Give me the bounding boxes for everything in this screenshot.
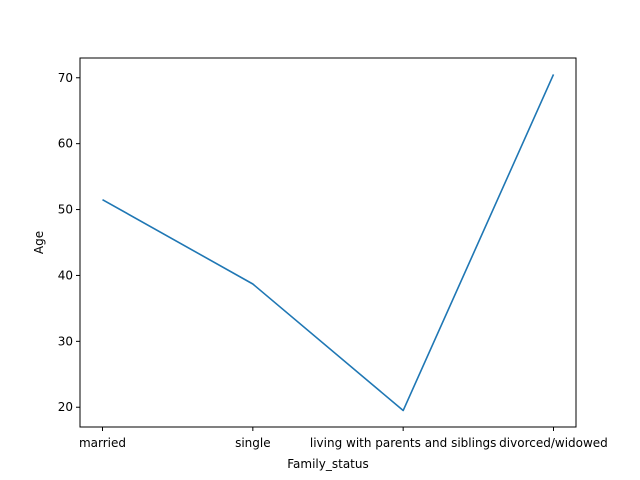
y-tick-label: 30	[58, 334, 73, 348]
x-tick-label: single	[235, 436, 271, 450]
y-tick-label: 60	[58, 137, 73, 151]
y-axis-label: Age	[32, 231, 46, 254]
x-tick-label: living with parents and siblings	[310, 436, 497, 450]
x-tick-label: married	[79, 436, 126, 450]
y-tick-label: 40	[58, 268, 73, 282]
y-axis: 20 30 40 50 60 70	[58, 71, 80, 414]
x-axis-label: Family_status	[287, 457, 369, 471]
plot-area	[102, 74, 555, 412]
y-tick-label: 70	[58, 71, 73, 85]
series-line	[102, 74, 555, 412]
y-tick-label: 50	[58, 203, 73, 217]
y-tick-label: 20	[58, 400, 73, 414]
x-axis: married single living with parents and sib…	[79, 427, 608, 450]
axes-frame	[79, 57, 577, 428]
x-tick-label: divorced/widowed	[499, 436, 608, 450]
